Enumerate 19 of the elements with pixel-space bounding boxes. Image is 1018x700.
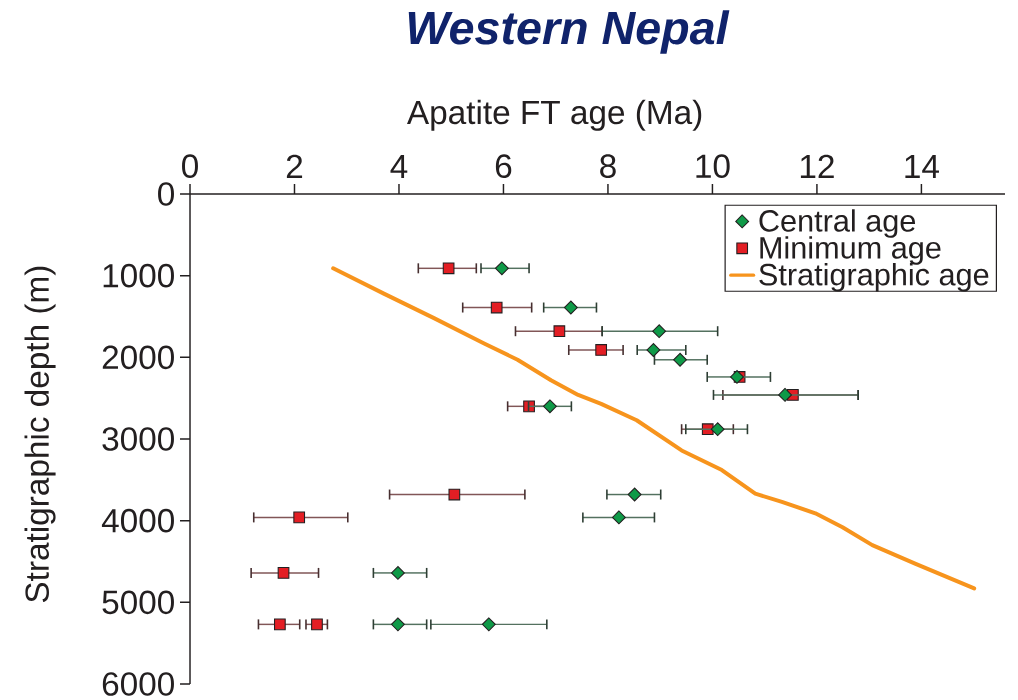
x-tick-label: 0	[182, 154, 198, 178]
chart-title: Western Nepal	[408, 10, 730, 54]
legend-label: Stratigraphic age	[759, 263, 989, 292]
y-tick-label: 1000	[103, 263, 174, 288]
y-tick-label: 5000	[102, 590, 174, 615]
x-axis-title: Apatite FT age (Ma)	[406, 99, 702, 131]
x-tick-label: 6	[495, 154, 512, 178]
x-tick-label: 10	[696, 154, 730, 178]
x-tick-label: 12	[800, 154, 834, 178]
y-axis-title: Stratigraphic depth (m)	[24, 266, 56, 603]
x-tick-label: 4	[390, 155, 408, 178]
x-tick-label: 8	[600, 154, 616, 178]
y-tick-label: 6000	[102, 672, 174, 696]
x-tick-label: 14	[905, 155, 939, 178]
y-tick-label: 3000	[102, 427, 174, 451]
y-tick-label: 4000	[101, 508, 174, 533]
y-tick-label: 0	[158, 182, 174, 206]
y-tick-label: 2000	[102, 345, 174, 370]
x-tick-label: 2	[286, 154, 303, 178]
